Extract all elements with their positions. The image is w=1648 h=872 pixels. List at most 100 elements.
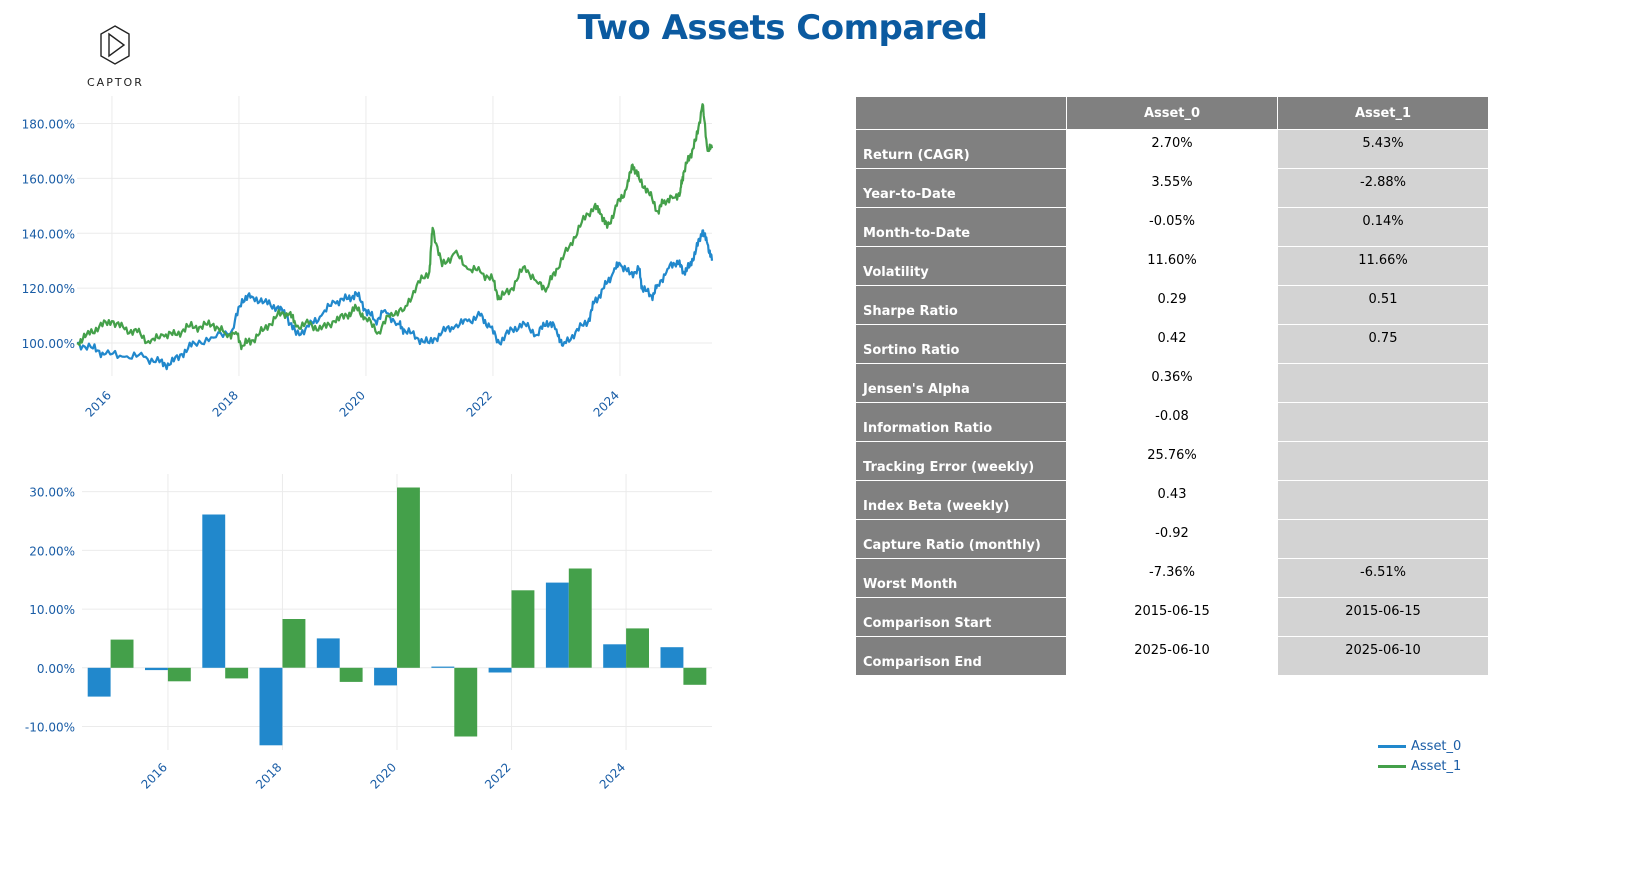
x-tick-label: 2020 xyxy=(337,388,368,419)
cell-asset-1: 0.75 xyxy=(1277,324,1489,364)
legend-label-asset-0: Asset_0 xyxy=(1411,738,1462,754)
row-label: Comparison End xyxy=(855,636,1067,676)
table-row: Information Ratio -0.08 xyxy=(855,402,1489,442)
cell-asset-0: 0.43 xyxy=(1066,480,1278,520)
cell-asset-1 xyxy=(1277,402,1489,442)
row-label: Comparison Start xyxy=(855,597,1067,637)
table-row: Sortino Ratio 0.42 0.75 xyxy=(855,324,1489,364)
cell-asset-0: 0.36% xyxy=(1066,363,1278,403)
cell-asset-0: 0.42 xyxy=(1066,324,1278,364)
table-row: Month-to-Date -0.05% 0.14% xyxy=(855,207,1489,247)
cell-asset-1: 5.43% xyxy=(1277,129,1489,169)
cell-asset-0: 2015-06-15 xyxy=(1066,597,1278,637)
cumulative-return-line-chart: 100.00% 120.00% 140.00% 160.00% 180.00% 2016 2… xyxy=(22,96,714,420)
page-title: Two Assets Compared xyxy=(577,8,988,48)
y-tick-label: 100.00% xyxy=(22,337,75,351)
table-row: Comparison Start 2015-06-15 2015-06-15 xyxy=(855,597,1489,637)
header-asset-1: Asset_1 xyxy=(1277,96,1489,130)
x-tick-label: 2016 xyxy=(139,760,170,791)
table-row: Volatility 11.60% 11.66% xyxy=(855,246,1489,286)
legend-label-asset-1: Asset_1 xyxy=(1411,758,1462,774)
row-label: Worst Month xyxy=(855,558,1067,598)
y-tick-label: 30.00% xyxy=(29,486,75,500)
bar-asset-0 xyxy=(488,667,512,673)
cell-asset-0: 3.55% xyxy=(1066,168,1278,208)
x-tick-label: 2016 xyxy=(83,388,114,419)
row-label: Tracking Error (weekly) xyxy=(855,441,1067,481)
bar-asset-0 xyxy=(603,644,627,668)
table-row: Capture Ratio (monthly) -0.92 xyxy=(855,519,1489,559)
legend: Asset_0 Asset_1 xyxy=(1378,736,1461,776)
bar-asset-1 xyxy=(110,639,134,668)
cell-asset-1: 2015-06-15 xyxy=(1277,597,1489,637)
row-label: Jensen's Alpha xyxy=(855,363,1067,403)
table-row: Index Beta (weekly) 0.43 xyxy=(855,480,1489,520)
table-row: Comparison End 2025-06-10 2025-06-10 xyxy=(855,636,1489,676)
cell-asset-0: 2025-06-10 xyxy=(1066,636,1278,676)
y-tick-label: 140.00% xyxy=(22,227,75,241)
bar-asset-1 xyxy=(568,568,592,668)
bar-asset-1 xyxy=(397,487,420,668)
row-label: Volatility xyxy=(855,246,1067,286)
legend-item-asset-1[interactable]: Asset_1 xyxy=(1378,756,1461,776)
x-tick-label: 2024 xyxy=(597,760,628,791)
bar-asset-1 xyxy=(282,619,306,668)
header-empty xyxy=(855,96,1067,130)
legend-swatch-asset-1 xyxy=(1378,764,1406,768)
cell-asset-1: -6.51% xyxy=(1277,558,1489,598)
series-line-asset-1 xyxy=(76,103,714,351)
bar-asset-1 xyxy=(511,590,535,668)
table-header-row: Asset_0 Asset_1 xyxy=(855,96,1489,130)
row-label: Capture Ratio (monthly) xyxy=(855,519,1067,559)
cell-asset-0: -0.05% xyxy=(1066,207,1278,247)
row-label: Sharpe Ratio xyxy=(855,285,1067,325)
x-tick-label: 2018 xyxy=(253,760,284,791)
table-row: Sharpe Ratio 0.29 0.51 xyxy=(855,285,1489,325)
cell-asset-1: -2.88% xyxy=(1277,168,1489,208)
bar-asset-1 xyxy=(167,667,191,682)
bar-asset-1 xyxy=(626,628,649,668)
table-row: Worst Month -7.36% -6.51% xyxy=(855,558,1489,598)
bar-asset-0 xyxy=(87,667,111,697)
y-tick-label: 10.00% xyxy=(29,603,75,617)
table-row: Return (CAGR) 2.70% 5.43% xyxy=(855,129,1489,169)
series-line-asset-0 xyxy=(76,229,714,371)
cell-asset-1: 2025-06-10 xyxy=(1277,636,1489,676)
cell-asset-1 xyxy=(1277,363,1489,403)
cell-asset-0: -0.08 xyxy=(1066,402,1278,442)
y-tick-label: 160.00% xyxy=(22,172,75,186)
logo-text: CAPTOR xyxy=(87,76,144,89)
header-asset-0: Asset_0 xyxy=(1066,96,1278,130)
y-tick-label: 120.00% xyxy=(22,282,75,296)
legend-swatch-asset-0 xyxy=(1378,744,1406,748)
bar-asset-1 xyxy=(339,667,363,682)
cell-asset-1: 11.66% xyxy=(1277,246,1489,286)
bar-asset-0 xyxy=(660,647,684,668)
cell-asset-1: 0.51 xyxy=(1277,285,1489,325)
x-tick-label: 2020 xyxy=(368,760,399,791)
cell-asset-1 xyxy=(1277,480,1489,520)
annual-return-bar-chart: -10.00% 0.00% 10.00% 20.00% 30.00% 2016 2018 20… xyxy=(25,474,712,792)
row-label: Return (CAGR) xyxy=(855,129,1067,169)
cell-asset-0: 11.60% xyxy=(1066,246,1278,286)
cell-asset-1 xyxy=(1277,519,1489,559)
captor-logo xyxy=(100,25,130,65)
row-label: Index Beta (weekly) xyxy=(855,480,1067,520)
x-tick-label: 2018 xyxy=(210,388,241,419)
bar-asset-1 xyxy=(454,667,478,737)
cell-asset-0: 2.70% xyxy=(1066,129,1278,169)
cell-asset-0: -7.36% xyxy=(1066,558,1278,598)
table-row: Year-to-Date 3.55% -2.88% xyxy=(855,168,1489,208)
bar-asset-0 xyxy=(316,638,340,668)
y-tick-label: -10.00% xyxy=(25,721,75,735)
legend-item-asset-0[interactable]: Asset_0 xyxy=(1378,736,1461,756)
bar-asset-1 xyxy=(225,667,249,679)
bar-asset-0 xyxy=(259,667,283,746)
bar-asset-1 xyxy=(683,667,707,685)
y-tick-label: 20.00% xyxy=(29,544,75,558)
table-row: Jensen's Alpha 0.36% xyxy=(855,363,1489,403)
cell-asset-1: 0.14% xyxy=(1277,207,1489,247)
bar-asset-0 xyxy=(374,667,397,686)
y-tick-label: 180.00% xyxy=(22,117,75,131)
row-label: Year-to-Date xyxy=(855,168,1067,208)
